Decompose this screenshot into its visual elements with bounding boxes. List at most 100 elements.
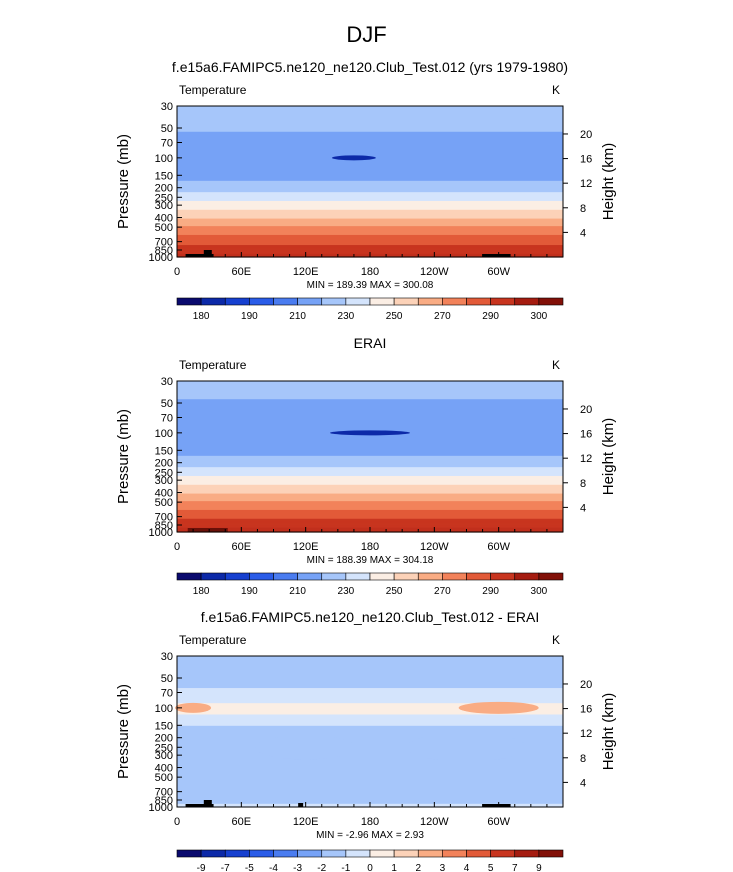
contour-band <box>177 766 563 769</box>
contour-band <box>177 669 563 672</box>
contour-band <box>177 450 563 453</box>
colorbar-label: -3 <box>293 863 302 872</box>
contour-band <box>177 128 563 131</box>
contour-band <box>177 701 563 704</box>
warm-anomaly <box>175 702 212 713</box>
contour-band <box>177 163 563 166</box>
y-tick-label: 150 <box>155 445 173 457</box>
contour-band <box>177 168 563 171</box>
figure-title: DJF <box>346 22 387 47</box>
contour-band <box>177 459 563 461</box>
contour-band <box>177 401 563 403</box>
y-tick-label: 50 <box>161 123 173 135</box>
y2-tick-label: 12 <box>580 728 592 740</box>
colorbar-label: 4 <box>464 863 470 872</box>
contour-band <box>177 798 563 801</box>
variable-label: Temperature <box>179 83 247 97</box>
colorbar-swatch <box>442 297 467 306</box>
contour-band <box>177 117 563 120</box>
contour-band <box>177 664 563 667</box>
contour-band <box>177 773 563 775</box>
contour-band <box>177 455 563 458</box>
contour-band <box>177 727 563 730</box>
colorbar-swatch <box>466 572 491 581</box>
contour-band <box>177 465 563 468</box>
contour-band <box>177 182 563 185</box>
contour-band <box>177 426 563 429</box>
colorbar-swatch <box>321 297 347 306</box>
contour-band <box>177 219 563 222</box>
contour-band <box>177 518 563 521</box>
contour-band <box>177 490 563 493</box>
y-tick-label: 200 <box>155 458 173 470</box>
colorbar-swatch <box>297 572 323 581</box>
contour-band <box>177 223 563 225</box>
colorbar: 180 190 210 230 250 270 290 300 <box>176 297 564 322</box>
y2-tick-label: 4 <box>580 777 586 789</box>
colorbar-swatch <box>490 849 516 858</box>
contour-band <box>177 165 563 167</box>
contour-band <box>177 443 563 446</box>
contour-band <box>177 136 563 139</box>
colorbar-label: 300 <box>531 311 548 322</box>
contour-band <box>177 416 563 419</box>
y2-tick-label: 8 <box>580 753 586 765</box>
contour-band <box>177 427 563 430</box>
contour-band <box>177 172 563 175</box>
contour-band <box>177 134 563 137</box>
contour-band <box>177 786 563 789</box>
contour-band <box>177 192 563 195</box>
contour-band <box>177 185 563 188</box>
x-tick-label: 180 <box>361 541 379 553</box>
colorbar-swatch <box>273 572 298 581</box>
contour-band <box>177 186 563 189</box>
colorbar-label: 9 <box>536 863 542 872</box>
contour-band <box>177 661 563 663</box>
contour-band <box>177 407 563 410</box>
min-max-stats: MIN = 189.39 MAX = 300.08 <box>307 280 434 291</box>
y-tick-label: 200 <box>155 183 173 195</box>
y2-tick-label: 8 <box>580 478 586 490</box>
contour-band <box>177 451 563 454</box>
contour-band <box>177 221 563 224</box>
contour-band <box>177 442 563 445</box>
colorbar-label: 7 <box>512 863 518 872</box>
colorbar-swatch <box>176 297 202 306</box>
contour-band <box>177 721 563 724</box>
colorbar-swatch <box>200 297 226 306</box>
contour-band <box>177 138 563 141</box>
colorbar-swatch <box>514 572 540 581</box>
contour-band <box>177 747 563 750</box>
contour-band <box>177 760 563 763</box>
contour-band <box>177 505 563 508</box>
colorbar-label: 300 <box>531 586 548 597</box>
y-tick-label: 300 <box>155 475 173 487</box>
contour-band <box>177 387 563 390</box>
contour-band <box>177 195 563 198</box>
contour-band <box>177 767 563 770</box>
y-tick-label: 1000 <box>149 252 173 264</box>
contour-band <box>177 510 563 513</box>
contour-band <box>177 396 563 398</box>
contour-band <box>177 205 563 208</box>
contour-band <box>177 740 563 743</box>
topography <box>185 254 214 257</box>
contour-band <box>177 388 563 391</box>
contour-band <box>177 129 563 132</box>
contour-band <box>177 402 563 405</box>
contour-band <box>177 412 563 415</box>
y-tick-label: 400 <box>155 488 173 500</box>
contour-band <box>177 384 563 387</box>
cold-anomaly <box>255 735 356 760</box>
colorbar-swatch <box>249 849 274 858</box>
y-tick-label: 50 <box>161 673 173 685</box>
contour-band <box>177 770 563 773</box>
colorbar-swatch <box>417 849 443 858</box>
contour-band <box>177 683 563 686</box>
contour-band <box>177 783 563 785</box>
warm-anomaly <box>458 701 539 714</box>
contour-band <box>177 441 563 444</box>
contour-band <box>177 662 563 665</box>
contour-band <box>177 437 563 440</box>
contour-band <box>177 716 563 719</box>
